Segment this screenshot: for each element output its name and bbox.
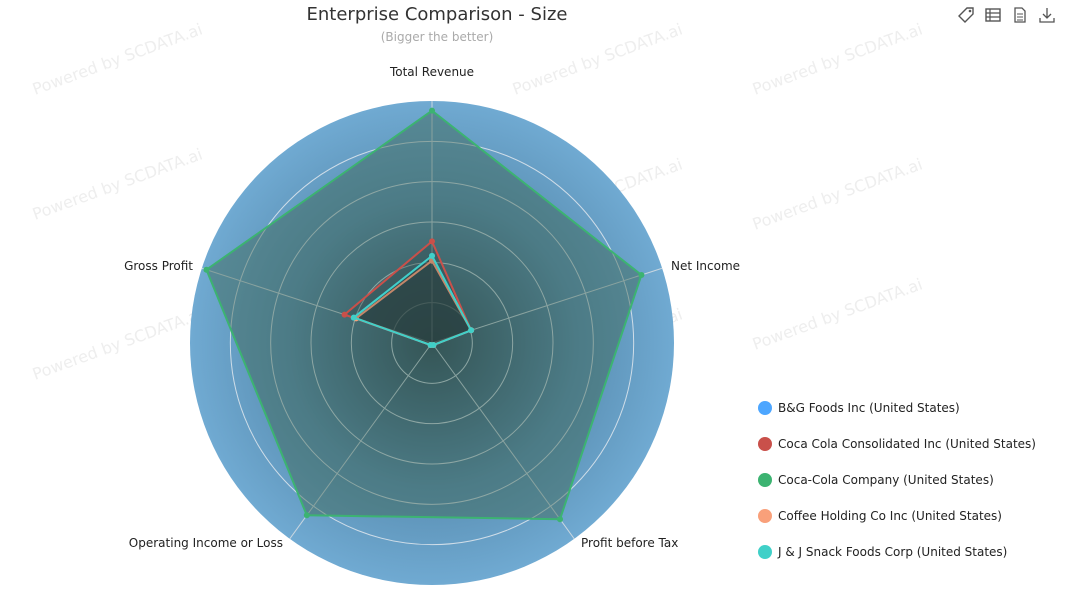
data-point[interactable] [203, 266, 210, 273]
watermark: Powered by SCDATA.ai [30, 305, 205, 384]
legend-dot-icon [758, 437, 772, 451]
legend-item[interactable]: B&G Foods Inc (United States) [758, 390, 1036, 426]
data-view-icon[interactable] [984, 6, 1002, 24]
legend-item[interactable]: Coca-Cola Company (United States) [758, 462, 1036, 498]
data-point[interactable] [429, 238, 435, 245]
indicator-label: Operating Income or Loss [129, 536, 283, 550]
watermark: Powered by SCDATA.ai [30, 20, 205, 99]
data-point[interactable] [303, 512, 310, 519]
tag-icon[interactable] [957, 6, 975, 24]
axis-line [201, 267, 433, 344]
watermark: Powered by SCDATA.ai [750, 275, 925, 354]
legend-label: J & J Snack Foods Corp (United States) [778, 545, 1008, 559]
legend-label: Coca-Cola Company (United States) [778, 473, 994, 487]
indicator-label: Net Income [671, 259, 740, 273]
legend-dot-icon [758, 473, 772, 487]
data-point[interactable] [350, 314, 357, 321]
legend-item[interactable]: J & J Snack Foods Corp (United States) [758, 534, 1036, 570]
legend-dot-icon [758, 401, 772, 415]
toolbar [957, 6, 1056, 24]
indicator-label: Gross Profit [124, 259, 193, 273]
indicator-label: Profit before Tax [581, 536, 678, 550]
legend-dot-icon [758, 509, 772, 523]
download-icon[interactable] [1038, 6, 1056, 24]
axis-line [289, 342, 433, 540]
data-point[interactable] [429, 107, 435, 114]
series-area[interactable] [205, 109, 643, 521]
data-point[interactable] [557, 516, 564, 523]
data-point[interactable] [341, 311, 348, 318]
chart-title: Enterprise Comparison - Size [306, 4, 568, 25]
watermark: Powered by SCDATA.ai [750, 20, 925, 99]
legend-item[interactable]: Coca Cola Consolidated Inc (United State… [758, 426, 1036, 462]
legend-label: B&G Foods Inc (United States) [778, 401, 960, 415]
chart-subtitle: (Bigger the better) [380, 30, 494, 44]
data-point[interactable] [468, 327, 475, 334]
legend: B&G Foods Inc (United States) Coca Cola C… [758, 390, 1036, 570]
data-point[interactable] [427, 341, 434, 348]
watermark: Powered by SCDATA.ai [750, 155, 925, 234]
legend-dot-icon [758, 545, 772, 559]
legend-label: Coffee Holding Co Inc (United States) [778, 509, 1002, 523]
legend-item[interactable]: Coffee Holding Co Inc (United States) [758, 498, 1036, 534]
data-point[interactable] [429, 252, 435, 259]
document-icon[interactable] [1011, 6, 1029, 24]
watermark: Powered by SCDATA.ai [30, 145, 205, 224]
data-point[interactable] [638, 271, 645, 278]
legend-label: Coca Cola Consolidated Inc (United State… [778, 437, 1036, 451]
watermark: Powered by SCDATA.ai [510, 20, 685, 99]
indicator-label: Total Revenue [389, 65, 474, 79]
axis-line [431, 342, 575, 540]
